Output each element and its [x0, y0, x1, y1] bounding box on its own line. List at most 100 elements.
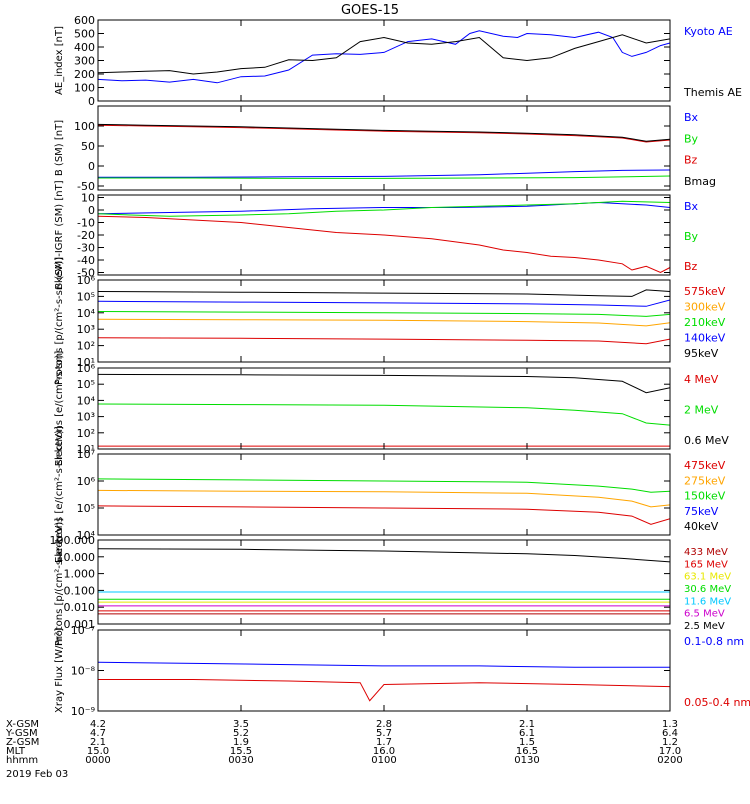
series-line-2-4	[98, 123, 670, 142]
series-line-3-2	[98, 200, 670, 217]
x-row-value: 15.5	[230, 746, 252, 757]
x-row-label: X-GSM	[6, 719, 39, 730]
x-row-value: 0000	[85, 755, 110, 766]
legend-entry: 6.5 MeV	[684, 609, 725, 620]
x-row-label: MLT	[6, 746, 26, 757]
x-row-value: 17.0	[659, 746, 681, 757]
y-tick-label: 10³	[77, 323, 95, 336]
series-line-6-1	[98, 505, 670, 525]
series-line-3-1	[98, 201, 670, 215]
legend-entry: Bmag	[684, 175, 716, 188]
y-tick-label: 0	[88, 95, 95, 108]
y-tick-label: -40	[77, 254, 95, 267]
legend-entry: 75keV	[684, 505, 719, 518]
panel-frame	[97, 19, 671, 102]
series-line-4-2	[98, 318, 670, 327]
panel-4: 10¹ 10² 10³ 10⁴ 10⁵ 10⁶ Protons [p/(cm²-s-sr-k…	[54, 257, 726, 385]
y-tick-label: 10.000	[57, 551, 96, 564]
series-line-8-2	[98, 679, 670, 702]
y-tick-label: 10²	[77, 340, 95, 353]
chart-title: GOES-15	[341, 3, 399, 18]
x-row-value: 1.5	[519, 737, 535, 748]
x-row-value: 4.2	[90, 719, 106, 730]
y-tick-label: 10¹	[77, 443, 95, 456]
y-tick-label: 10⁻⁹	[71, 705, 95, 718]
series-line-4-1	[98, 337, 670, 345]
legend-entry: 300keV	[684, 301, 726, 314]
legend-entry: Themis AE	[683, 86, 742, 99]
x-row-value: 2.8	[376, 719, 392, 730]
y-tick-label: 10⁷	[77, 448, 95, 461]
y-tick-label: 10⁻⁷	[71, 624, 95, 637]
y-tick-label: 0.010	[64, 601, 96, 614]
y-tick-label: 10⁴	[77, 394, 96, 407]
y-tick-label: 10⁵	[77, 290, 95, 303]
legend-entry: Bx	[684, 111, 699, 124]
x-row-value: 6.4	[662, 728, 678, 739]
y-axis-label: Protons [p/(cm²-s-sr-keV)]	[54, 257, 65, 385]
legend-entry: 165 MeV	[684, 559, 728, 570]
x-row-value: 2.1	[90, 737, 106, 748]
legend-entry: 11.6 MeV	[684, 596, 731, 607]
x-row-value: 16.5	[516, 746, 538, 757]
date-label: 2019 Feb 03	[6, 769, 68, 780]
x-row-value: 1.2	[662, 737, 678, 748]
legend-entry: 475keV	[684, 459, 726, 472]
x-row-value: 5.7	[376, 728, 392, 739]
series-line-8-1	[98, 661, 670, 668]
series-line-6-3	[98, 478, 670, 493]
y-axis-label: AE_index [nT]	[54, 26, 65, 95]
y-tick-label: -50	[77, 267, 95, 280]
y-tick-label: 100	[74, 120, 95, 133]
series-line-6-2	[98, 489, 670, 508]
series-line-4-3	[98, 311, 670, 317]
y-tick-label: 500	[74, 28, 95, 41]
x-row-label: Z-GSM	[6, 737, 39, 748]
y-tick-label: 100	[74, 82, 95, 95]
legend-entry: 140keV	[684, 332, 726, 345]
y-tick-label: 10³	[77, 411, 95, 424]
legend-entry: 0.05-0.4 nm	[684, 696, 750, 709]
series-line-7-7	[98, 548, 670, 563]
x-row-value: 5.2	[233, 728, 249, 739]
legend-entry: 2.5 MeV	[684, 621, 725, 632]
legend-entry: Bz	[684, 260, 698, 273]
series-line-2-3	[98, 124, 670, 143]
y-tick-label: 0.100	[64, 584, 96, 597]
legend-entry: 575keV	[684, 285, 726, 298]
y-tick-label: 300	[74, 55, 95, 68]
y-tick-label: 0.001	[64, 618, 96, 631]
x-row-value: 15.0	[87, 746, 109, 757]
panel-7: 0.001 0.010 0.100 1.000 10.000 100.000Protons…	[50, 518, 732, 646]
series-line-5-2	[98, 403, 670, 426]
x-row-value: 1.9	[233, 737, 249, 748]
x-row-value: 0200	[657, 755, 682, 766]
legend-entry: 2 MeV	[684, 404, 719, 417]
legend-entry: 433 MeV	[684, 547, 728, 558]
y-tick-label: -50	[77, 180, 95, 193]
x-row-value: 16.0	[373, 746, 395, 757]
series-line-2-2	[98, 175, 670, 179]
x-row-value: 1.7	[376, 737, 392, 748]
y-tick-label: 10⁴	[77, 529, 96, 542]
x-row-value: 2.1	[519, 719, 535, 730]
x-row-label: hhmm	[6, 755, 38, 766]
panel-frame	[97, 629, 671, 712]
y-axis-label: B (SM)-IGRF (SM) [nT]	[54, 180, 65, 289]
y-tick-label: 0	[88, 160, 95, 173]
y-tick-label: 10⁶	[77, 475, 96, 488]
y-tick-label: 100.000	[50, 534, 96, 547]
series-line-4-4	[98, 299, 670, 307]
y-tick-label: -20	[77, 229, 95, 242]
x-row-label: Y-GSM	[5, 728, 38, 739]
x-axis-rows: X-GSM 4.2 3.5 2.8 2.1 1.3 Y-GSM 4.7 5.2 5.7 6.1 6.4…	[5, 719, 683, 780]
y-axis-label: B (SM) [nT]	[54, 120, 65, 176]
y-tick-label: 10⁴	[77, 307, 96, 320]
legend-entry: By	[684, 132, 699, 145]
y-tick-label: 10⁻⁸	[71, 665, 96, 678]
y-tick-label: 600	[74, 14, 95, 27]
